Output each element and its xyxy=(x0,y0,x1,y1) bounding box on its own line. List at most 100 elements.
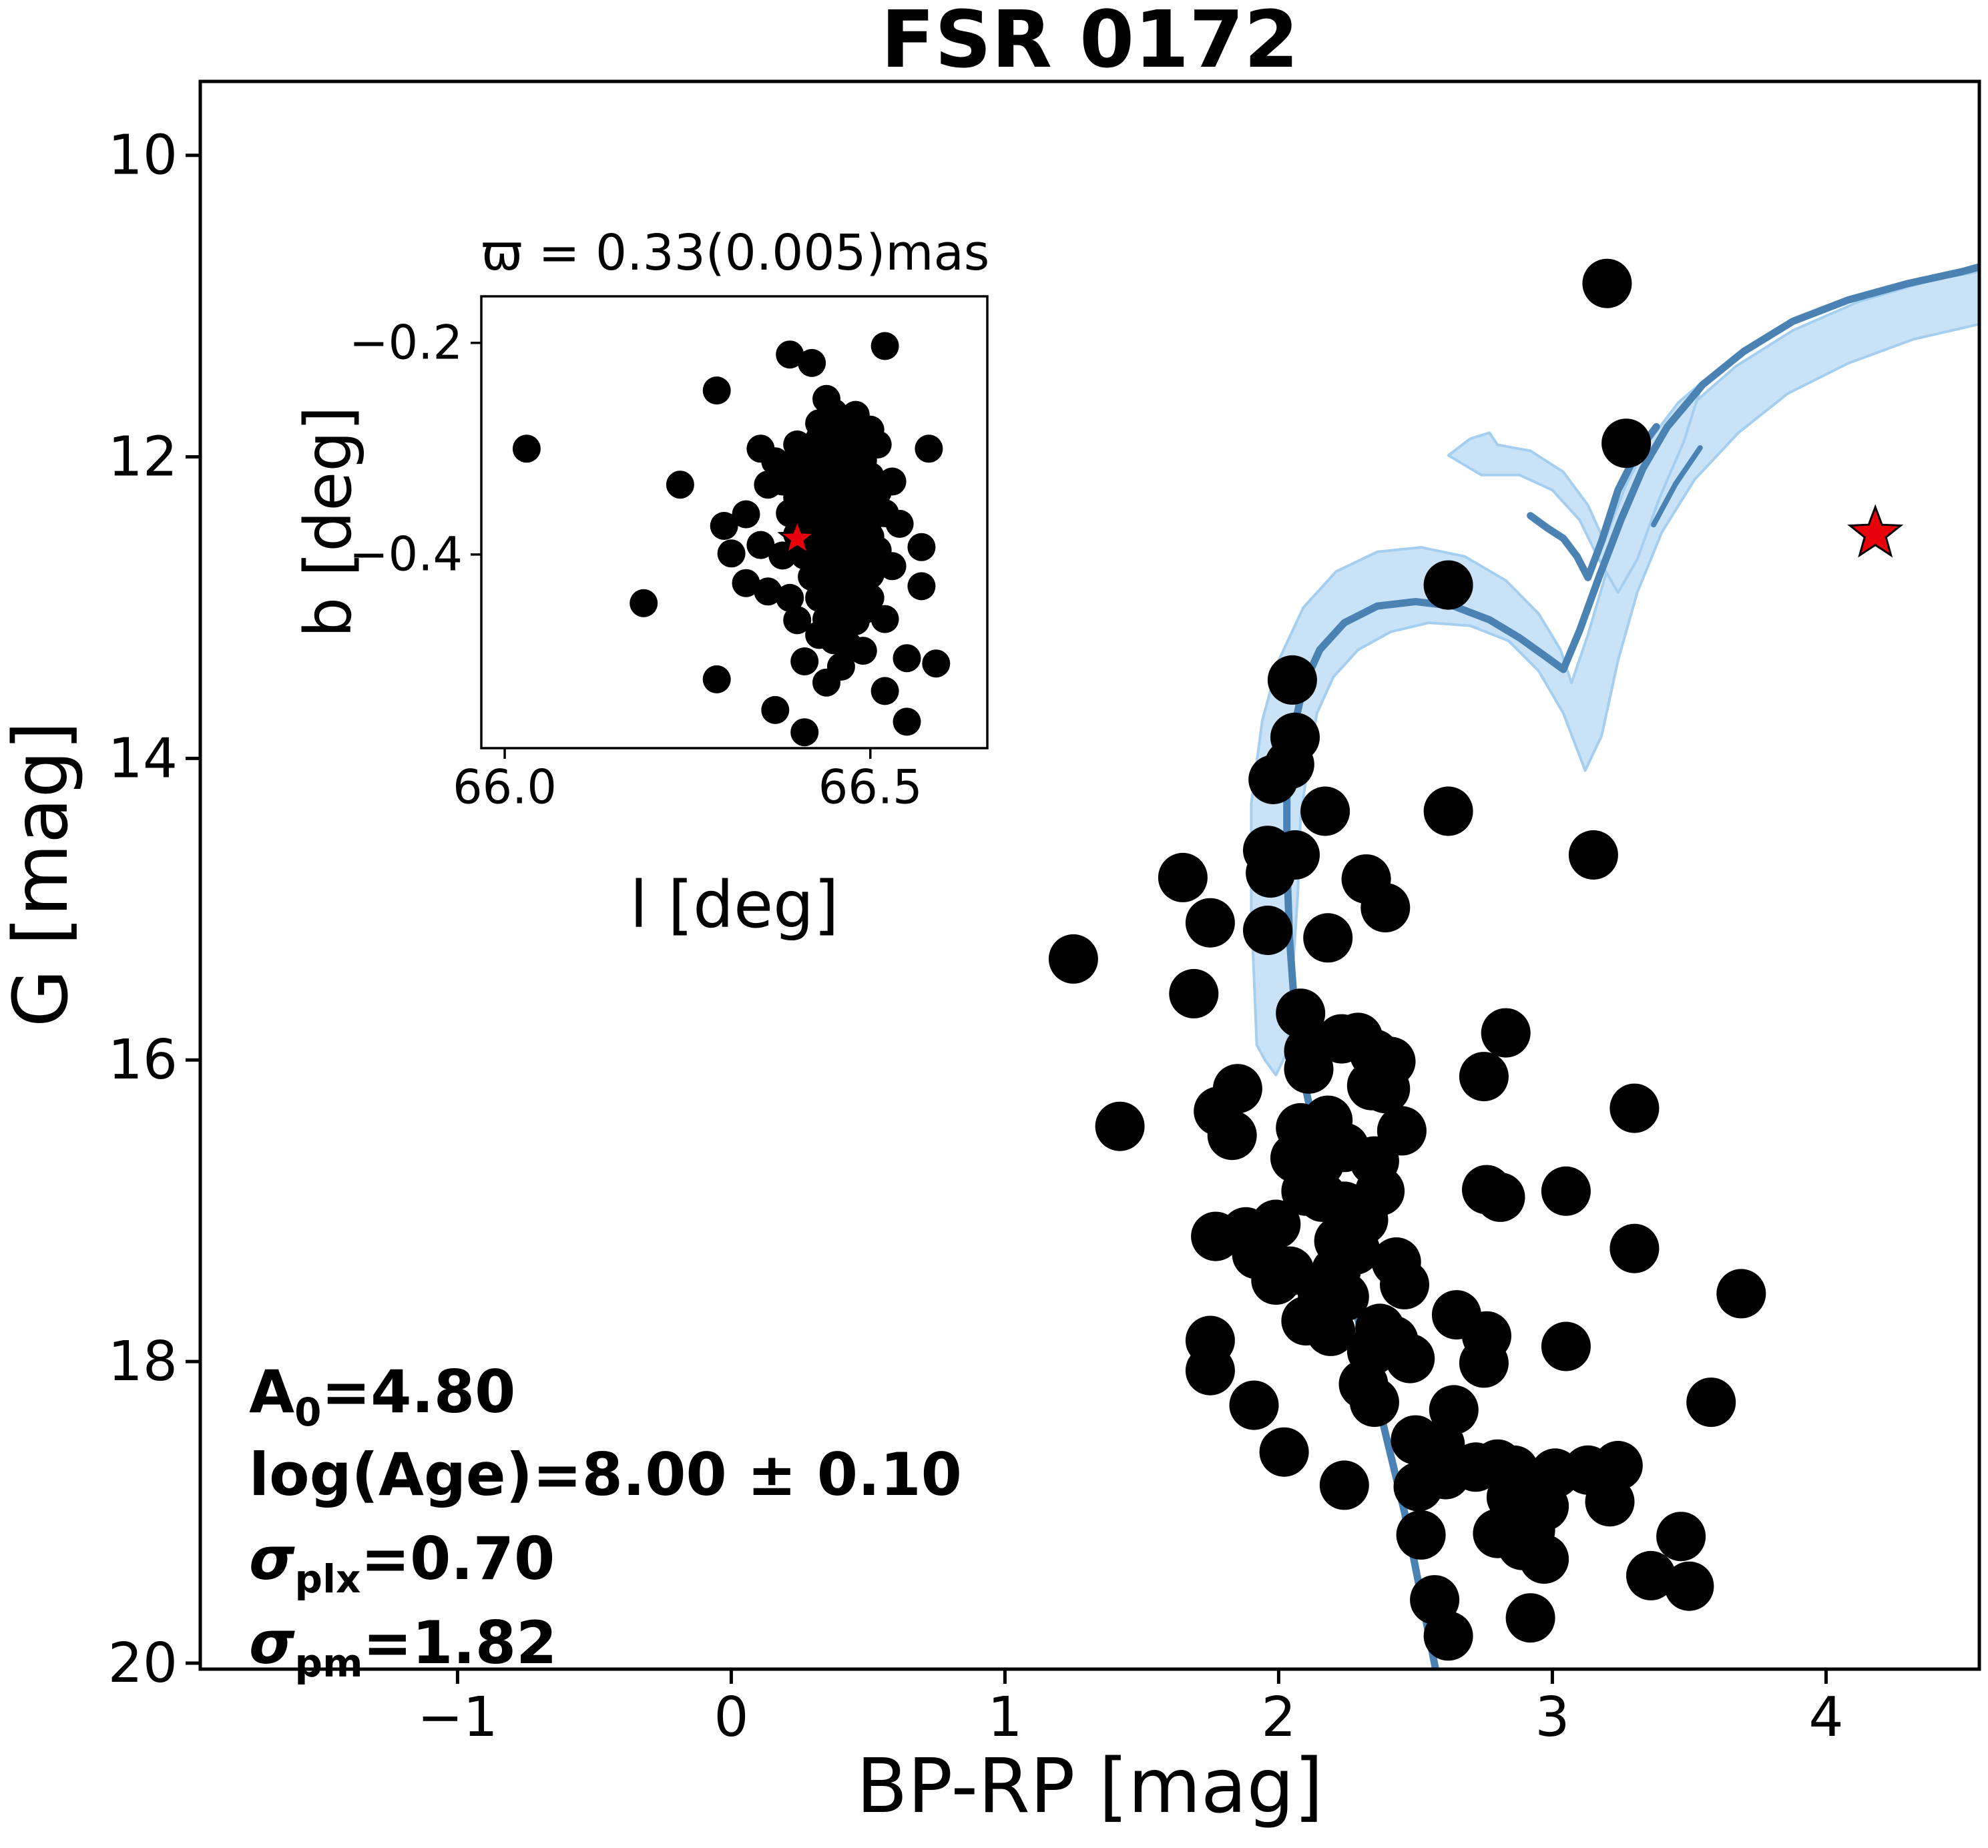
star-scatter-point xyxy=(893,644,921,673)
y-tick-label: 18 xyxy=(108,1330,178,1394)
x-axis-label: BP-RP [mag] xyxy=(856,1743,1324,1830)
star-scatter-point xyxy=(783,606,812,635)
star-scatter-point xyxy=(1423,1611,1473,1661)
star-scatter-point xyxy=(746,531,775,559)
star-scatter-point xyxy=(871,605,899,633)
y-tick-label: 12 xyxy=(108,425,178,489)
star-scatter-point xyxy=(841,607,870,635)
star-scatter-point xyxy=(717,539,746,568)
annotation-line-4: σpm=1.82 xyxy=(249,1614,557,1683)
star-scatter-point xyxy=(761,695,790,724)
star-scatter-point xyxy=(805,621,834,649)
star-scatter-point xyxy=(1505,1593,1555,1643)
annotation-text: σ xyxy=(249,1524,295,1593)
star-scatter-point xyxy=(666,471,694,499)
x-tick-label: −1 xyxy=(417,1686,498,1749)
annotation-text: A xyxy=(249,1357,295,1426)
cmd-plot-area xyxy=(1048,258,1979,1669)
star-scatter-point xyxy=(1582,258,1632,308)
star-scatter-point xyxy=(856,583,885,612)
star-scatter-point xyxy=(1664,1561,1714,1611)
star-scatter-point xyxy=(1459,1052,1509,1102)
star-scatter-point xyxy=(1423,560,1473,610)
star-scatter-point xyxy=(1686,1377,1736,1428)
sky-inset-plot: 66.0 66.5 −0.2 −0.4 xyxy=(349,295,989,815)
star-scatter-point xyxy=(1541,1166,1591,1216)
star-scatter-point xyxy=(1048,934,1098,984)
star-scatter-point xyxy=(878,552,907,581)
annotation-text: =4.80 xyxy=(321,1357,516,1426)
x-tick-label: 0 xyxy=(714,1686,748,1749)
annotation-line-2: log(Age)=8.00 ± 0.10 xyxy=(249,1446,962,1504)
star-scatter-point xyxy=(848,637,877,665)
star-scatter-point xyxy=(1243,906,1292,955)
annotation-text: σ xyxy=(249,1608,295,1677)
y-tick-label: 20 xyxy=(108,1632,178,1695)
star-scatter-point xyxy=(1541,1321,1591,1371)
sky-inset-plot-area xyxy=(512,332,951,747)
star-scatter-point xyxy=(1284,1044,1334,1094)
star-scatter-point xyxy=(1716,1269,1766,1319)
star-scatter-point xyxy=(776,340,804,369)
star-scatter-point xyxy=(878,467,907,496)
star-scatter-point xyxy=(1267,655,1317,705)
star-scatter-point xyxy=(922,649,951,678)
star-scatter-point xyxy=(805,425,834,453)
star-scatter-point xyxy=(1095,1101,1145,1151)
star-scatter-point xyxy=(1585,1477,1635,1527)
x-tick-label: 2 xyxy=(1261,1686,1296,1749)
star-scatter-point xyxy=(1609,1083,1660,1133)
star-scatter-point xyxy=(630,589,658,617)
star-scatter-point xyxy=(1306,1306,1356,1356)
star-scatter-point xyxy=(820,398,848,427)
star-scatter-point xyxy=(798,348,826,377)
star-scatter-point xyxy=(1303,913,1353,963)
annotation-line-1: A0=4.80 xyxy=(249,1363,515,1432)
star-scatter-point xyxy=(1459,1338,1509,1388)
star-scatter-point xyxy=(1300,786,1350,836)
star-scatter-point xyxy=(1568,830,1618,880)
y-tick-label: 16 xyxy=(108,1028,178,1092)
star-scatter-point xyxy=(1276,988,1326,1038)
annotation-text: =1.82 xyxy=(362,1608,557,1677)
annotation-text: =0.70 xyxy=(360,1524,555,1593)
star-scatter-point xyxy=(1481,1008,1531,1058)
star-scatter-point xyxy=(863,430,892,458)
cluster-center-star-marker xyxy=(1847,504,1904,558)
star-scatter-point xyxy=(856,561,885,589)
star-scatter-point xyxy=(1259,1427,1309,1477)
star-scatter-point xyxy=(1380,1259,1429,1309)
star-scatter-point xyxy=(754,577,782,606)
isochrone-secondary-line xyxy=(1651,445,1703,528)
page-title: FSR 0172 xyxy=(881,0,1299,85)
star-scatter-point xyxy=(915,434,943,463)
star-scatter-point xyxy=(871,677,899,705)
star-scatter-point xyxy=(790,647,819,675)
star-scatter-point xyxy=(1391,1415,1441,1465)
star-scatter-point xyxy=(702,665,731,693)
star-scatter-point xyxy=(812,668,840,697)
inset-y-axis-label: b [deg] xyxy=(291,406,366,638)
y-tick-label: 10 xyxy=(108,124,178,188)
star-scatter-point xyxy=(1251,1255,1301,1305)
star-scatter-point xyxy=(1601,418,1652,469)
star-scatter-point xyxy=(1319,1460,1369,1510)
star-scatter-point xyxy=(512,434,541,463)
x-tick-label: 1 xyxy=(987,1686,1022,1749)
star-scatter-point xyxy=(1185,1345,1235,1396)
annotation-subscript: 0 xyxy=(294,1390,322,1435)
star-scatter-point xyxy=(1423,786,1473,836)
star-scatter-point xyxy=(1212,1064,1262,1114)
annotation-subscript: plx xyxy=(294,1556,361,1602)
star-scatter-point xyxy=(768,467,797,496)
star-scatter-point xyxy=(1626,1550,1676,1600)
isochrone-uncertainty-band-wing xyxy=(1447,380,1704,594)
star-scatter-point xyxy=(1360,883,1411,933)
star-scatter-point xyxy=(841,400,870,429)
star-scatter-point xyxy=(885,509,914,538)
star-scatter-point xyxy=(907,572,936,601)
star-scatter-point xyxy=(1229,1380,1279,1430)
star-scatter-point xyxy=(841,425,870,453)
y-tick-label: 14 xyxy=(108,727,178,790)
